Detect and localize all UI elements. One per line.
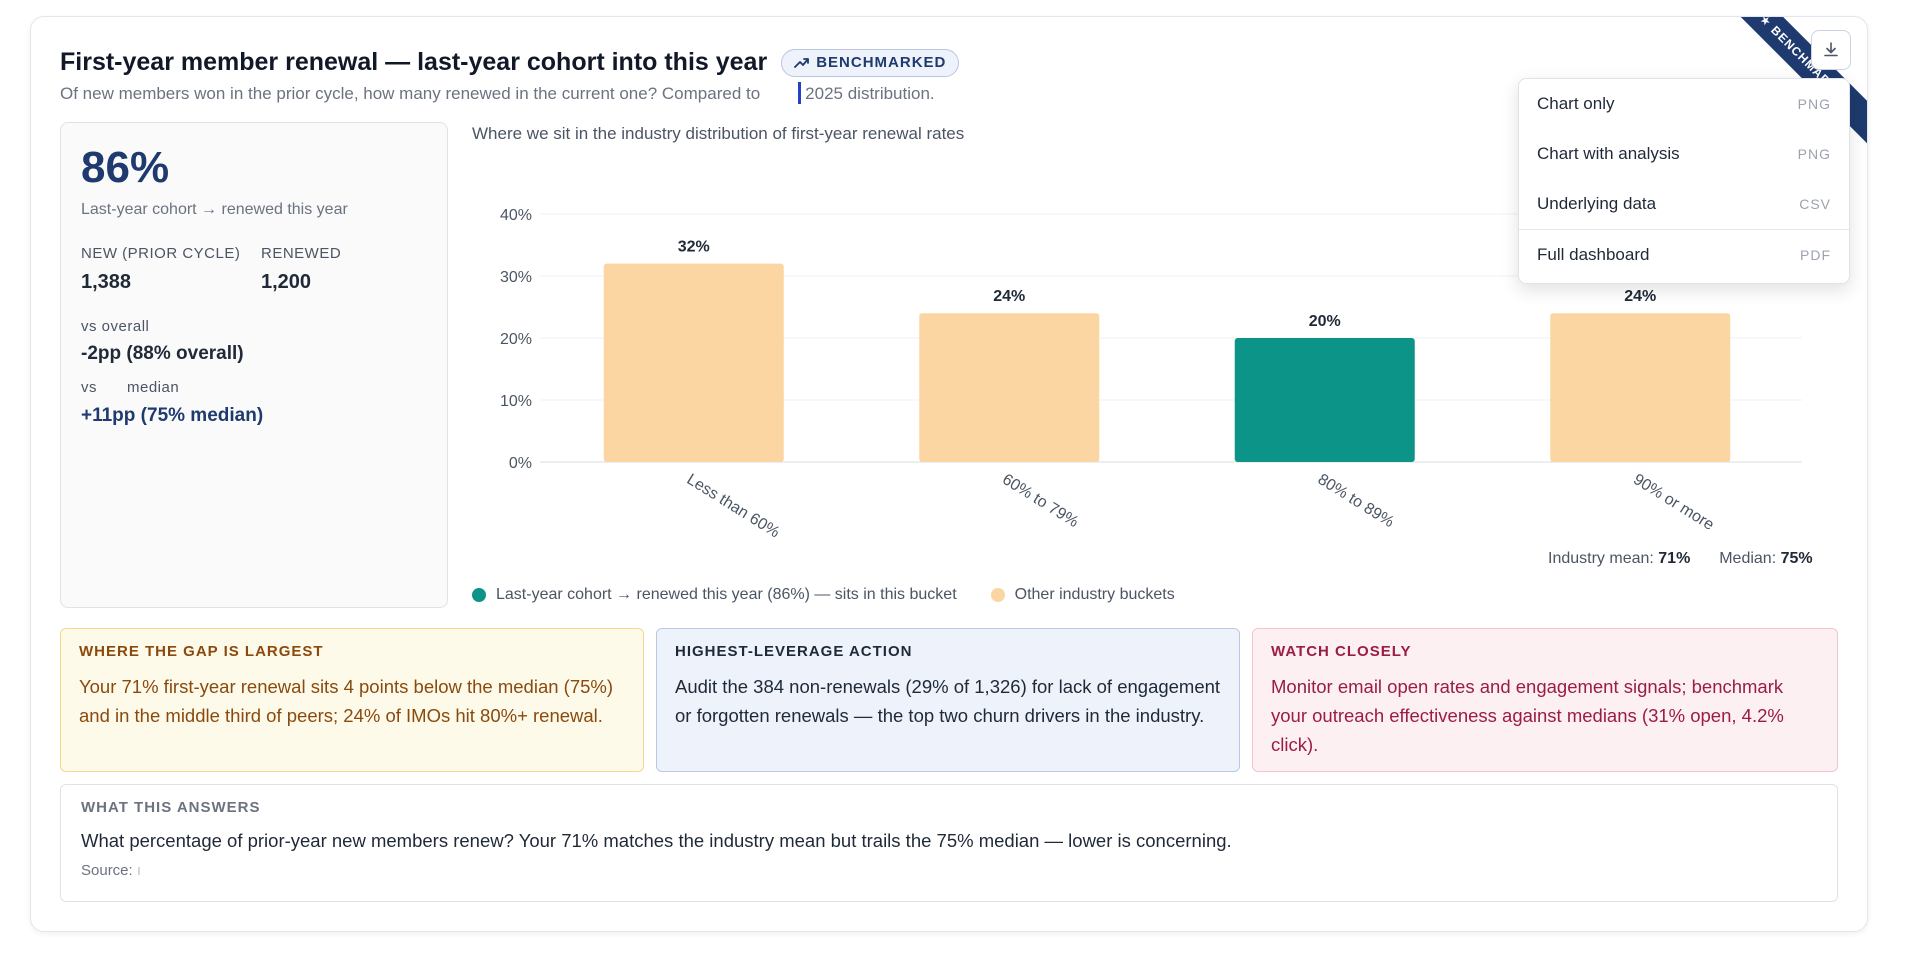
y-tick-label: 0%	[509, 455, 532, 472]
title-row: First-year member renewal — last-year co…	[60, 48, 960, 77]
legend-other-label: Other industry buckets	[1014, 586, 1175, 603]
insight-gap-card: WHERE THE GAP IS LARGEST Your 71% first-…	[60, 628, 644, 772]
kpi-description: Last-year cohort → renewed this year	[81, 201, 348, 218]
bar-0[interactable]	[603, 263, 784, 462]
menu-item-label: Underlying data	[1537, 194, 1657, 213]
insight-watch-heading: WATCH CLOSELY	[1271, 643, 1412, 660]
what-this-answers-panel: WHAT THIS ANSWERS What percentage of pri…	[60, 784, 1838, 902]
bar-3[interactable]	[1550, 313, 1731, 462]
menu-item-label: Full dashboard	[1537, 245, 1650, 264]
answers-body: What percentage of prior-year new member…	[81, 830, 1232, 851]
kpi-big-value: 86%	[81, 143, 170, 192]
menu-item-chart-with-analysis[interactable]: Chart with analysis PNG	[1519, 129, 1849, 179]
new-members-value: 1,388	[81, 271, 132, 293]
legend-highlight-dot	[472, 588, 486, 602]
mean-label: Industry mean:	[1548, 550, 1654, 567]
bar-1[interactable]	[919, 313, 1100, 462]
bar-2[interactable]	[1234, 338, 1415, 462]
source-label: Source:	[81, 862, 133, 879]
menu-item-format: PDF	[1800, 247, 1831, 263]
x-tick-label-1: 60% to 79%	[999, 471, 1081, 531]
mean-value: 71%	[1658, 550, 1691, 567]
text-cursor	[798, 82, 802, 104]
download-button[interactable]	[1811, 30, 1851, 70]
menu-item-label: Chart with analysis	[1537, 144, 1680, 163]
renewed-label: RENEWED	[261, 245, 342, 262]
badge-label: BENCHMARKED	[816, 54, 947, 71]
median-value: 75%	[1780, 550, 1813, 567]
menu-divider	[1519, 229, 1849, 230]
menu-item-full-dashboard[interactable]: Full dashboard PDF	[1519, 230, 1849, 280]
insight-action-card: HIGHEST-LEVERAGE ACTION Audit the 384 no…	[656, 628, 1240, 772]
y-tick-label: 20%	[500, 331, 532, 348]
insight-watch-card: WATCH CLOSELY Monitor email open rates a…	[1252, 628, 1838, 772]
page-subtitle: Of new members won in the prior cycle, h…	[60, 82, 935, 104]
vs-median-label: vs median	[81, 379, 179, 396]
insight-action-heading: HIGHEST-LEVERAGE ACTION	[675, 643, 913, 660]
chart-legend: Last-year cohort → renewed this year (86…	[472, 586, 1175, 604]
export-menu: Chart only PNG Chart with analysis PNG U…	[1518, 78, 1850, 284]
insight-action-body: Audit the 384 non-renewals (29% of 1,326…	[675, 676, 1221, 726]
menu-item-format: CSV	[1799, 196, 1831, 212]
data-label-0: 32%	[678, 239, 710, 256]
trending-up-icon	[794, 57, 810, 68]
x-tick-label-3: 90% or more	[1630, 471, 1717, 534]
y-tick-label: 10%	[500, 393, 532, 410]
download-icon	[1824, 42, 1838, 57]
menu-item-chart-only[interactable]: Chart only PNG	[1519, 79, 1849, 129]
insight-gap-heading: WHERE THE GAP IS LARGEST	[79, 643, 324, 660]
kpi-panel: 86% Last-year cohort → renewed this year…	[60, 122, 448, 608]
data-label-1: 24%	[993, 288, 1025, 305]
y-tick-label: 30%	[500, 269, 532, 286]
renewed-value: 1,200	[261, 271, 312, 293]
answers-heading: WHAT THIS ANSWERS	[81, 799, 261, 816]
data-label-2: 20%	[1309, 313, 1341, 330]
benchmarked-badge: BENCHMARKED	[781, 48, 960, 77]
x-tick-label-0: Less than 60%	[684, 471, 783, 542]
chart-stats: Industry mean: 71% Median: 75%	[1548, 550, 1813, 568]
insight-gap-body: Your 71% first-year renewal sits 4 point…	[79, 676, 614, 726]
menu-item-format: PNG	[1797, 96, 1831, 112]
subtitle-text: Of new members won in the prior cycle, h…	[60, 84, 761, 103]
y-tick-label: 40%	[500, 207, 532, 224]
menu-item-underlying-data[interactable]: Underlying data CSV	[1519, 179, 1849, 229]
vs-median-prefix: vs	[81, 379, 97, 396]
vs-overall-value: -2pp (88% overall)	[81, 343, 244, 364]
insight-watch-body: Monitor email open rates and engagement …	[1271, 676, 1784, 755]
menu-item-format: PNG	[1797, 146, 1831, 162]
legend-highlight-label: Last-year cohort → renewed this year (86…	[496, 586, 957, 603]
menu-item-label: Chart only	[1537, 94, 1615, 113]
subtitle-year: 2025 distribution.	[805, 84, 935, 103]
answers-source: Source: ı	[81, 862, 142, 879]
vs-overall-label: vs overall	[81, 318, 150, 335]
new-members-label: NEW (PRIOR CYCLE)	[81, 245, 241, 262]
x-tick-label-2: 80% to 89%	[1315, 471, 1397, 531]
page-title: First-year member renewal — last-year co…	[60, 48, 768, 76]
vs-median-suffix: median	[127, 379, 180, 396]
median-label: Median:	[1719, 550, 1777, 567]
chart-caption: Where we sit in the industry distributio…	[472, 124, 965, 143]
vs-median-value: +11pp (75% median)	[81, 405, 264, 426]
legend-other-dot	[990, 588, 1005, 602]
data-label-3: 24%	[1624, 288, 1656, 305]
distribution-bar-chart: 0% 10% 20% 30% 40% 32% 24% 20% 24% Less than 60…	[500, 207, 1802, 542]
